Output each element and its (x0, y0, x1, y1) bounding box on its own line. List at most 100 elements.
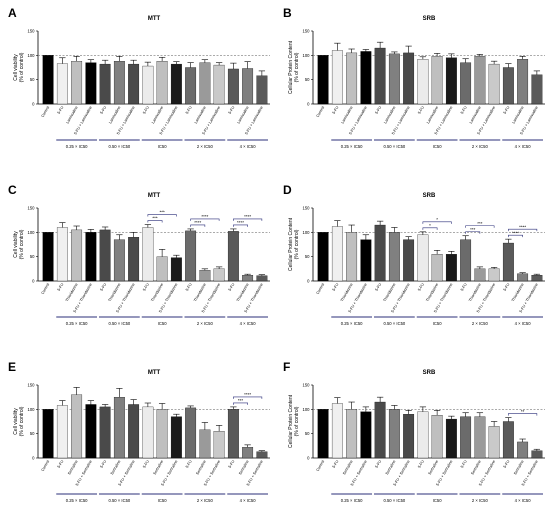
group-label: IC50 (433, 498, 443, 503)
y-tick-label: 100 (303, 53, 311, 58)
x-tick-label: 5-FU + Sertraline (521, 460, 539, 487)
y-axis-label-line: Cellular Protein Content (288, 40, 294, 94)
significance-label: *** (152, 216, 158, 221)
x-tick-label: Lamivudine (341, 106, 354, 125)
significance-label: **** (237, 220, 244, 225)
bar (170, 257, 182, 282)
bar (128, 63, 140, 105)
bar (417, 411, 429, 459)
x-tick-label: 5-FU (100, 282, 108, 292)
panel-letter: D (283, 183, 292, 197)
y-tick-label: 150 (303, 29, 311, 34)
y-tick-label: 100 (28, 407, 36, 412)
bar (85, 404, 97, 459)
group-label: 0.25 × IC50 (66, 498, 88, 503)
panel-letter: C (8, 183, 17, 197)
x-tick-label: 5-FU (503, 459, 511, 469)
bar (113, 239, 125, 282)
x-tick-label: 5-FU (503, 105, 511, 115)
bar (85, 232, 97, 282)
group-label: 0.50 × IC50 (383, 498, 405, 503)
x-tick-label: 5-FU (417, 282, 425, 292)
x-tick-label: Sertraline (110, 460, 122, 476)
group-label: 0.25 × IC50 (341, 144, 363, 149)
x-tick-label: Thioridazine (511, 283, 525, 303)
significance-bracket (233, 402, 248, 405)
bar (502, 421, 514, 459)
panel-letter: A (8, 6, 17, 20)
y-axis-label-line: (% of control) (294, 406, 300, 436)
group-label: 2 × IC50 (472, 144, 489, 149)
bar (488, 426, 500, 459)
bar (531, 74, 543, 105)
bar (460, 416, 472, 459)
x-tick-label: 5-FU (142, 105, 150, 115)
significance-label: **** (201, 214, 208, 219)
x-tick-label: 5-FU (417, 105, 425, 115)
chart-panel-d: D SRB Cellular Protein Content(% of contro… (283, 183, 545, 326)
significance-label: **** (194, 220, 201, 225)
bar (488, 268, 500, 282)
bar (531, 450, 543, 459)
bar (474, 56, 486, 105)
significance-bracket (508, 234, 523, 238)
bar (71, 229, 83, 282)
x-tick-label: Sertraline (67, 460, 79, 476)
chart-title: SRB (423, 16, 436, 22)
significance-bracket (422, 227, 438, 230)
x-tick-label: Lamivudine (383, 106, 396, 125)
x-tick-label: 5-FU (228, 282, 236, 292)
x-tick-label: 5-FU (375, 282, 383, 292)
y-tick-label: 100 (303, 407, 311, 412)
x-tick-label: Sertraline (153, 460, 165, 476)
group-label: 4 × IC50 (240, 321, 257, 326)
x-tick-label: Thioridazine (236, 283, 250, 303)
y-axis-label-line: (% of control) (19, 52, 25, 82)
bar (388, 53, 400, 105)
x-tick-label: 5-FU (375, 459, 383, 469)
significance-label: ** (521, 409, 525, 414)
y-axis-label-line: Cellular Protein Content (288, 394, 294, 448)
bar (360, 411, 372, 459)
y-tick-label: 150 (28, 383, 36, 388)
y-axis-label: Cell viability(% of control) (13, 406, 25, 436)
significance-label: *** (470, 227, 476, 232)
x-tick-label: 5-FU (142, 459, 150, 469)
chart-panel-c: C MTT Cell viability(% of control) 0 50 100 15… (8, 183, 270, 326)
bar (156, 409, 168, 459)
bar (99, 229, 111, 282)
x-tick-label: Sertraline (195, 460, 207, 476)
bar (227, 68, 239, 105)
y-axis-label: Cell viability(% of control) (13, 52, 25, 82)
bar (517, 273, 529, 282)
significance-label: **** (244, 214, 251, 219)
bar (374, 401, 386, 459)
group-label: 0.50 × IC50 (108, 144, 130, 149)
y-axis-label-line: (% of control) (294, 52, 300, 82)
bar (502, 67, 514, 105)
group-label: IC50 (158, 498, 168, 503)
bar (170, 63, 182, 105)
significance-label: **** (512, 230, 519, 235)
x-tick-label: Sertraline (513, 460, 525, 476)
group-label: 0.50 × IC50 (108, 498, 130, 503)
y-tick-label: 50 (305, 77, 310, 82)
chart-title: SRB (423, 370, 436, 376)
x-tick-label: 5-FU (185, 282, 193, 292)
bar (317, 232, 329, 282)
group-label: IC50 (158, 321, 168, 326)
bar (113, 61, 125, 105)
x-tick-label: Thioridazine (383, 283, 397, 303)
chart-title: MTT (148, 370, 161, 376)
bar (199, 270, 211, 282)
x-tick-label: 5-FU + Sertraline (203, 460, 221, 487)
significance-bracket (233, 224, 248, 227)
bar (42, 232, 54, 282)
bar (331, 50, 343, 105)
x-tick-label: Lamivudine (469, 106, 482, 125)
bar (185, 67, 197, 105)
significance-bracket (422, 221, 452, 224)
bar (360, 51, 372, 105)
bar (360, 239, 372, 282)
